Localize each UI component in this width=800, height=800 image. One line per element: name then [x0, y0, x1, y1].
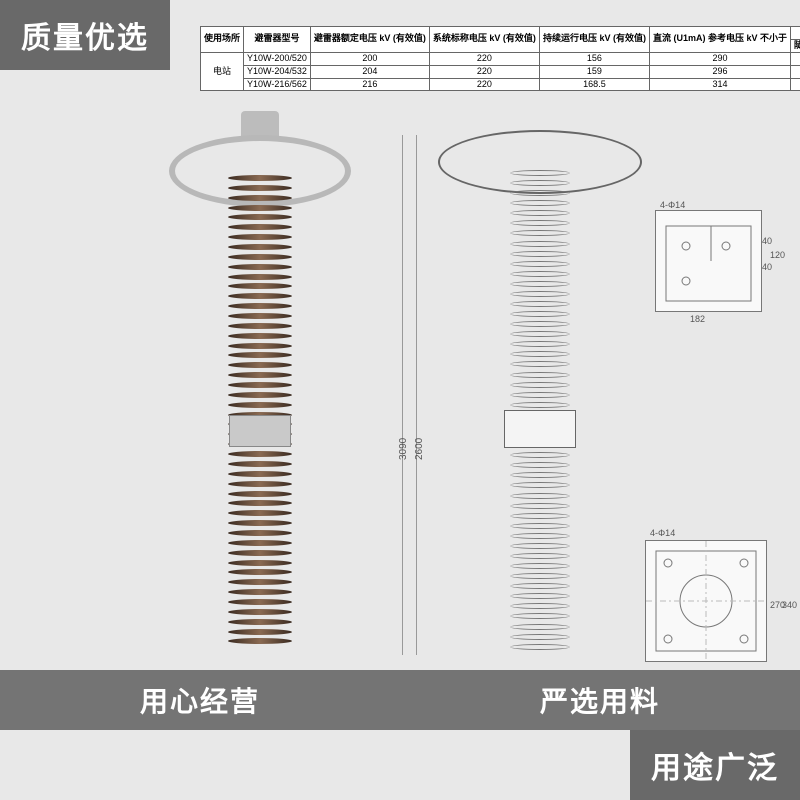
- col-model: 避雷器型号: [244, 27, 311, 53]
- cell: 630: [790, 78, 800, 91]
- cell: 220: [429, 65, 539, 78]
- usage-badge-text: 用途广泛: [651, 743, 779, 787]
- top-plate-w2: 40: [762, 262, 772, 272]
- top-plate-w1: 40: [762, 236, 772, 246]
- table-row: Y10W-204/532 204 220 159 296 594 532 452: [201, 65, 800, 78]
- cell: 220: [429, 52, 539, 65]
- mid-joint: [229, 415, 291, 447]
- cell-place: 电站: [201, 52, 244, 91]
- cell: 159: [539, 65, 649, 78]
- col-sys: 系统标称电压 kV (有效值): [429, 27, 539, 53]
- cell: 200: [310, 52, 429, 65]
- cell: 216: [310, 78, 429, 91]
- top-plate-detail: [655, 210, 762, 312]
- slogan-left: 用心经营: [140, 680, 260, 720]
- sub-steep: 陡波冲击电流下: [790, 39, 800, 52]
- cell: 204: [310, 65, 429, 78]
- usage-badge: 用途广泛: [630, 730, 800, 800]
- table-row: Y10W-216/562 216 220 168.5 314 630 562 4…: [201, 78, 800, 91]
- cell: Y10W-204/532: [244, 65, 311, 78]
- cell: 296: [649, 65, 790, 78]
- slogan-right: 严选用料: [540, 680, 660, 720]
- dim-line-stack: [416, 135, 417, 655]
- dim-overall: 3090: [398, 438, 409, 460]
- table-row: 电站 Y10W-200/520 200 220 156 290 582 520 …: [201, 52, 800, 65]
- cell: 314: [649, 78, 790, 91]
- top-plate-hole-note: 4-Φ14: [660, 200, 685, 210]
- drawing-mid-joint: [504, 410, 576, 448]
- bottom-plate-detail: [645, 540, 767, 662]
- top-plate-base: 182: [690, 314, 705, 324]
- cell: Y10W-216/562: [244, 78, 311, 91]
- bottom-plate-hole-note: 4-Φ14: [650, 528, 675, 538]
- spec-table: 使用场所 避雷器型号 避雷器额定电压 kV (有效值) 系统标称电压 kV (有…: [200, 26, 800, 91]
- cell: 156: [539, 52, 649, 65]
- cell: 220: [429, 78, 539, 91]
- arrester-photo: [170, 135, 350, 655]
- col-dc: 直流 (U1mA) 参考电压 kV 不小于: [649, 27, 790, 53]
- cell: 168.5: [539, 78, 649, 91]
- arrester-drawing: [420, 130, 660, 660]
- quality-badge: 质量优选: [0, 0, 170, 70]
- col-place: 使用场所: [201, 27, 244, 53]
- cell: 594: [790, 65, 800, 78]
- top-plate-h: 120: [770, 250, 785, 260]
- cell: 290: [649, 52, 790, 65]
- bottom-plate-outer: 340: [782, 600, 797, 610]
- quality-badge-text: 质量优选: [21, 13, 149, 57]
- col-resid: 最大残压 (峰值): [790, 27, 800, 40]
- cell: Y10W-200/520: [244, 52, 311, 65]
- col-rated: 避雷器额定电压 kV (有效值): [310, 27, 429, 53]
- slogan-banner: 用心经营 严选用料: [0, 670, 800, 730]
- cell: 582: [790, 52, 800, 65]
- dim-line-overall: [402, 135, 403, 655]
- shed-stack: [228, 175, 292, 645]
- col-cont: 持续运行电压 kV (有效值): [539, 27, 649, 53]
- dim-stack: 2600: [414, 438, 425, 460]
